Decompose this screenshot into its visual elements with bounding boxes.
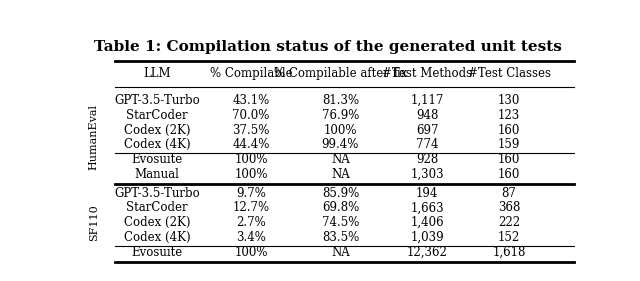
Text: Table 1: Compilation status of the generated unit tests: Table 1: Compilation status of the gener… [94, 40, 562, 54]
Text: 100%: 100% [234, 246, 268, 259]
Text: 222: 222 [498, 216, 520, 229]
Text: Manual: Manual [134, 168, 179, 181]
Text: StarCoder: StarCoder [126, 109, 188, 122]
Text: Evosuite: Evosuite [131, 246, 182, 259]
Text: GPT-3.5-Turbo: GPT-3.5-Turbo [114, 187, 200, 200]
Text: 928: 928 [416, 153, 438, 166]
Text: NA: NA [331, 153, 350, 166]
Text: 69.8%: 69.8% [322, 201, 359, 214]
Text: 81.3%: 81.3% [322, 94, 359, 107]
Text: 1,663: 1,663 [410, 201, 444, 214]
Text: 1,406: 1,406 [410, 216, 444, 229]
Text: Codex (4K): Codex (4K) [124, 138, 190, 151]
Text: NA: NA [331, 246, 350, 259]
Text: 774: 774 [416, 138, 438, 151]
Text: 12.7%: 12.7% [232, 201, 269, 214]
Text: Evosuite: Evosuite [131, 153, 182, 166]
Text: 130: 130 [498, 94, 520, 107]
Text: 368: 368 [498, 201, 520, 214]
Text: 70.0%: 70.0% [232, 109, 270, 122]
Text: 100%: 100% [234, 153, 268, 166]
Text: SF110: SF110 [89, 204, 99, 241]
Text: Codex (4K): Codex (4K) [124, 231, 190, 244]
Text: 99.4%: 99.4% [322, 138, 359, 151]
Text: 1,117: 1,117 [410, 94, 444, 107]
Text: 1,039: 1,039 [410, 231, 444, 244]
Text: NA: NA [331, 168, 350, 181]
Text: 100%: 100% [324, 124, 357, 137]
Text: 1,303: 1,303 [410, 168, 444, 181]
Text: 948: 948 [416, 109, 438, 122]
Text: 1,618: 1,618 [492, 246, 525, 259]
Text: 160: 160 [498, 124, 520, 137]
Text: 74.5%: 74.5% [322, 216, 359, 229]
Text: % Compilable after fix: % Compilable after fix [274, 67, 407, 80]
Text: 76.9%: 76.9% [322, 109, 359, 122]
Text: 159: 159 [498, 138, 520, 151]
Text: 9.7%: 9.7% [236, 187, 266, 200]
Text: 160: 160 [498, 168, 520, 181]
Text: 194: 194 [416, 187, 438, 200]
Text: Codex (2K): Codex (2K) [124, 216, 190, 229]
Text: 123: 123 [498, 109, 520, 122]
Text: 12,362: 12,362 [407, 246, 447, 259]
Text: 83.5%: 83.5% [322, 231, 359, 244]
Text: 37.5%: 37.5% [232, 124, 270, 137]
Text: #Test Classes: #Test Classes [468, 67, 550, 80]
Text: 43.1%: 43.1% [232, 94, 269, 107]
Text: 3.4%: 3.4% [236, 231, 266, 244]
Text: Codex (2K): Codex (2K) [124, 124, 190, 137]
Text: StarCoder: StarCoder [126, 201, 188, 214]
Text: #Test Methods: #Test Methods [382, 67, 472, 80]
Text: 100%: 100% [234, 168, 268, 181]
Text: GPT-3.5-Turbo: GPT-3.5-Turbo [114, 94, 200, 107]
Text: 160: 160 [498, 153, 520, 166]
Text: % Compilable: % Compilable [210, 67, 292, 80]
Text: 85.9%: 85.9% [322, 187, 359, 200]
Text: HumanEval: HumanEval [89, 104, 99, 170]
Text: LLM: LLM [143, 67, 171, 80]
Text: 87: 87 [502, 187, 516, 200]
Text: 152: 152 [498, 231, 520, 244]
Text: 44.4%: 44.4% [232, 138, 270, 151]
Text: 697: 697 [416, 124, 438, 137]
Text: 2.7%: 2.7% [236, 216, 266, 229]
